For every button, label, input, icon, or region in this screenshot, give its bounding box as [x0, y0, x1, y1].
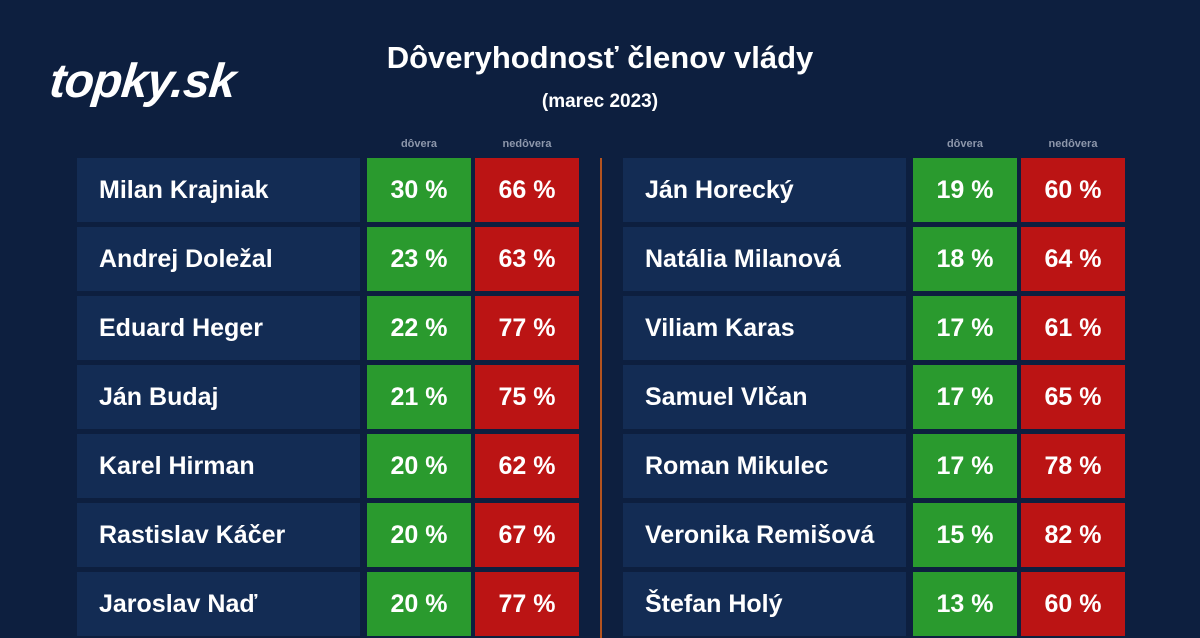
minister-name: Samuel Vlčan [623, 365, 906, 429]
trust-value: 22 % [367, 296, 471, 360]
minister-name: Ján Horecký [623, 158, 906, 222]
column-divider [600, 158, 602, 638]
trust-value: 17 % [913, 434, 1017, 498]
distrust-value: 61 % [1021, 296, 1125, 360]
distrust-value: 64 % [1021, 227, 1125, 291]
trust-value: 20 % [367, 572, 471, 636]
trust-value: 18 % [913, 227, 1017, 291]
distrust-value: 66 % [475, 158, 579, 222]
trust-value: 30 % [367, 158, 471, 222]
trust-value: 20 % [367, 434, 471, 498]
right-trust-header: dôvera [946, 138, 984, 150]
minister-name: Natália Milanová [623, 227, 906, 291]
trust-value: 15 % [913, 503, 1017, 567]
left-distrust-header: nedôvera [502, 138, 552, 150]
distrust-value: 60 % [1021, 158, 1125, 222]
distrust-value: 63 % [475, 227, 579, 291]
minister-name: Karel Hirman [77, 434, 360, 498]
distrust-value: 67 % [475, 503, 579, 567]
minister-name: Jaroslav Naď [77, 572, 360, 636]
left-trust-header: dôvera [400, 138, 438, 150]
trust-value: 21 % [367, 365, 471, 429]
distrust-value: 62 % [475, 434, 579, 498]
minister-name: Ján Budaj [77, 365, 360, 429]
minister-name: Milan Krajniak [77, 158, 360, 222]
distrust-value: 65 % [1021, 365, 1125, 429]
minister-name: Viliam Karas [623, 296, 906, 360]
minister-name: Štefan Holý [623, 572, 906, 636]
minister-name: Veronika Remišová [623, 503, 906, 567]
minister-name: Rastislav Káčer [77, 503, 360, 567]
trust-value: 17 % [913, 296, 1017, 360]
minister-name: Andrej Doležal [77, 227, 360, 291]
minister-name: Roman Mikulec [623, 434, 906, 498]
trust-value: 13 % [913, 572, 1017, 636]
trust-value: 23 % [367, 227, 471, 291]
distrust-value: 82 % [1021, 503, 1125, 567]
chart-title: Dôveryhodnosť členov vlády [386, 40, 814, 75]
right-distrust-header: nedôvera [1048, 138, 1098, 150]
trust-value: 20 % [367, 503, 471, 567]
trust-value: 19 % [913, 158, 1017, 222]
distrust-value: 78 % [1021, 434, 1125, 498]
distrust-value: 75 % [475, 365, 579, 429]
trust-value: 17 % [913, 365, 1017, 429]
chart-subtitle: (marec 2023) [541, 91, 659, 112]
distrust-value: 77 % [475, 296, 579, 360]
minister-name: Eduard Heger [77, 296, 360, 360]
distrust-value: 77 % [475, 572, 579, 636]
distrust-value: 60 % [1021, 572, 1125, 636]
